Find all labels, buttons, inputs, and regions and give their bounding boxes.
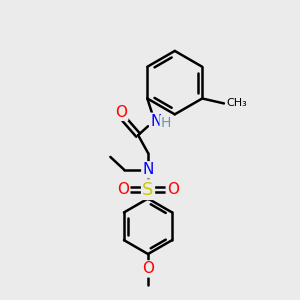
Text: O: O — [115, 105, 127, 120]
Text: O: O — [117, 182, 129, 197]
Text: S: S — [142, 181, 154, 199]
Text: O: O — [167, 182, 179, 197]
Text: CH₃: CH₃ — [226, 98, 247, 108]
Text: O: O — [142, 261, 154, 276]
Text: N: N — [142, 162, 154, 177]
Text: N: N — [150, 114, 162, 129]
Text: H: H — [161, 116, 171, 130]
